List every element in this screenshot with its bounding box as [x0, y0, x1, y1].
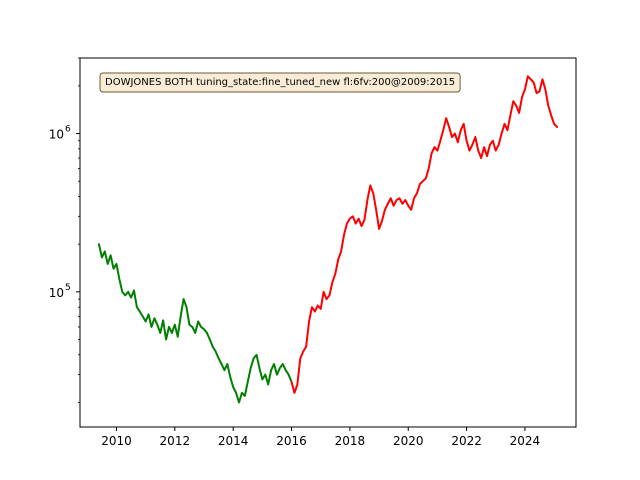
- x-tick-label: 2016: [276, 434, 307, 448]
- x-tick-label: 2010: [101, 434, 132, 448]
- x-tick-label: 2020: [393, 434, 424, 448]
- annotation-text: DOWJONES BOTH tuning_state:fine_tuned_ne…: [105, 77, 455, 88]
- plot-area: [79, 57, 577, 428]
- y-tick-exponent: 6: [65, 125, 71, 135]
- axes-frame: [79, 57, 577, 428]
- y-tick-label: 10: [49, 128, 64, 142]
- x-tick-label: 2014: [218, 434, 249, 448]
- x-tick-label: 2024: [510, 434, 541, 448]
- series-line-1: [97, 243, 293, 404]
- y-tick-label: 10: [49, 286, 64, 300]
- x-tick-label: 2012: [160, 434, 191, 448]
- series-line-2: [290, 75, 559, 394]
- x-axis: 2010 2012 2014 2016 2018 2020 2022 2024: [101, 427, 540, 448]
- annotation-box: DOWJONES BOTH tuning_state:fine_tuned_ne…: [99, 72, 461, 93]
- series-group: [97, 75, 559, 404]
- x-tick-label: 2022: [451, 434, 482, 448]
- x-tick-label: 2018: [335, 434, 366, 448]
- y-tick-exponent: 5: [65, 283, 71, 293]
- annotation-background: [99, 72, 461, 93]
